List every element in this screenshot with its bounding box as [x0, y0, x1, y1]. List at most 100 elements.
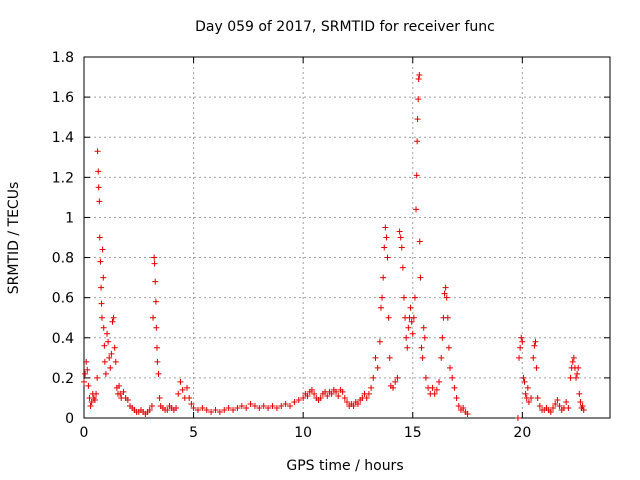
data-point: [101, 342, 108, 349]
data-point: [278, 402, 285, 409]
data-point: [273, 404, 280, 411]
data-point: [287, 402, 294, 409]
data-point: [547, 408, 554, 415]
data-point: [265, 404, 272, 411]
data-point: [521, 378, 528, 385]
data-point: [282, 400, 289, 407]
data-point: [98, 314, 105, 321]
data-point: [94, 374, 101, 381]
data-point: [177, 378, 184, 385]
data-point: [405, 324, 412, 331]
data-point: [98, 284, 105, 291]
data-point: [570, 354, 577, 361]
data-point: [153, 324, 160, 331]
data-point: [82, 370, 89, 377]
data-point: [203, 406, 210, 413]
data-point: [194, 406, 201, 413]
data-point: [407, 304, 414, 311]
data-point: [152, 278, 159, 285]
data-point: [179, 386, 186, 393]
data-point: [410, 314, 417, 321]
data-point: [534, 394, 541, 401]
data-point: [335, 392, 342, 399]
data-point: [525, 398, 532, 405]
data-point: [96, 234, 103, 241]
data-point: [398, 244, 405, 251]
data-point: [151, 254, 158, 261]
data-point: [116, 382, 123, 389]
data-point: [575, 364, 582, 371]
data-point: [431, 390, 438, 397]
data-point: [208, 408, 215, 415]
y-axis-label: SRMTID / TECUs: [6, 182, 22, 295]
data-point: [151, 260, 158, 267]
data-point: [533, 364, 540, 371]
data-point: [536, 402, 543, 409]
data-point: [394, 374, 401, 381]
data-point: [374, 364, 381, 371]
data-point: [516, 354, 523, 361]
data-point: [81, 378, 87, 385]
data-point: [574, 370, 581, 377]
plot-frame: [83, 56, 611, 419]
data-point: [354, 400, 361, 407]
grid: [84, 57, 610, 418]
data-point: [556, 402, 563, 409]
data-point: [146, 406, 153, 413]
data-point: [260, 402, 267, 409]
data-point: [396, 228, 403, 235]
data-point: [380, 274, 387, 281]
data-point: [447, 364, 454, 371]
data-point: [384, 254, 391, 261]
data-point: [247, 400, 254, 407]
data-point: [370, 374, 377, 381]
data-point: [102, 370, 109, 377]
data-point: [164, 406, 171, 413]
data-point: [368, 384, 375, 391]
data-point: [382, 224, 389, 231]
data-point: [156, 394, 163, 401]
data-point: [84, 366, 91, 373]
x-tick-label: 20: [513, 425, 531, 441]
data-point: [98, 300, 105, 307]
data-point: [411, 294, 418, 301]
data-point: [460, 404, 467, 411]
data-point: [451, 384, 458, 391]
data-point: [453, 394, 460, 401]
data-point: [365, 390, 372, 397]
data-point: [532, 338, 539, 345]
data-point: [514, 415, 521, 421]
data-point: [300, 394, 307, 401]
data-point: [418, 344, 425, 351]
data-point: [404, 344, 411, 351]
data-point: [419, 354, 426, 361]
data-point: [311, 390, 318, 397]
data-point: [154, 358, 161, 365]
data-point: [216, 408, 223, 415]
data-point: [383, 234, 390, 241]
data-point: [341, 394, 348, 401]
data-point: [563, 398, 570, 405]
data-point: [108, 350, 115, 357]
data-point: [333, 388, 340, 395]
data-point: [85, 382, 92, 389]
data-point: [324, 392, 331, 399]
data-point: [212, 406, 219, 413]
data-point: [417, 274, 424, 281]
axis-ticks: 0 5 10 15 20 0 0.2 0.4 0.6 0.8 1 1.2 1.4 1.6 1.8: [52, 50, 610, 441]
y-tick-label: 1.8: [52, 50, 74, 66]
data-point: [186, 394, 193, 401]
y-tick-label: 0.8: [52, 251, 74, 267]
data-point: [83, 358, 90, 365]
data-point: [377, 304, 384, 311]
data-point: [416, 238, 423, 245]
data-point: [565, 404, 572, 411]
data-point: [422, 374, 429, 381]
data-point: [392, 378, 399, 385]
y-tick-label: 0.2: [52, 371, 74, 387]
data-point: [524, 384, 531, 391]
data-point: [528, 394, 535, 401]
data-point: [429, 384, 436, 391]
data-point: [120, 388, 127, 395]
data-point: [97, 258, 104, 265]
